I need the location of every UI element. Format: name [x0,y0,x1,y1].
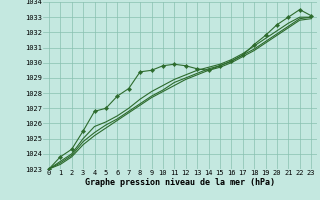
X-axis label: Graphe pression niveau de la mer (hPa): Graphe pression niveau de la mer (hPa) [85,178,275,187]
